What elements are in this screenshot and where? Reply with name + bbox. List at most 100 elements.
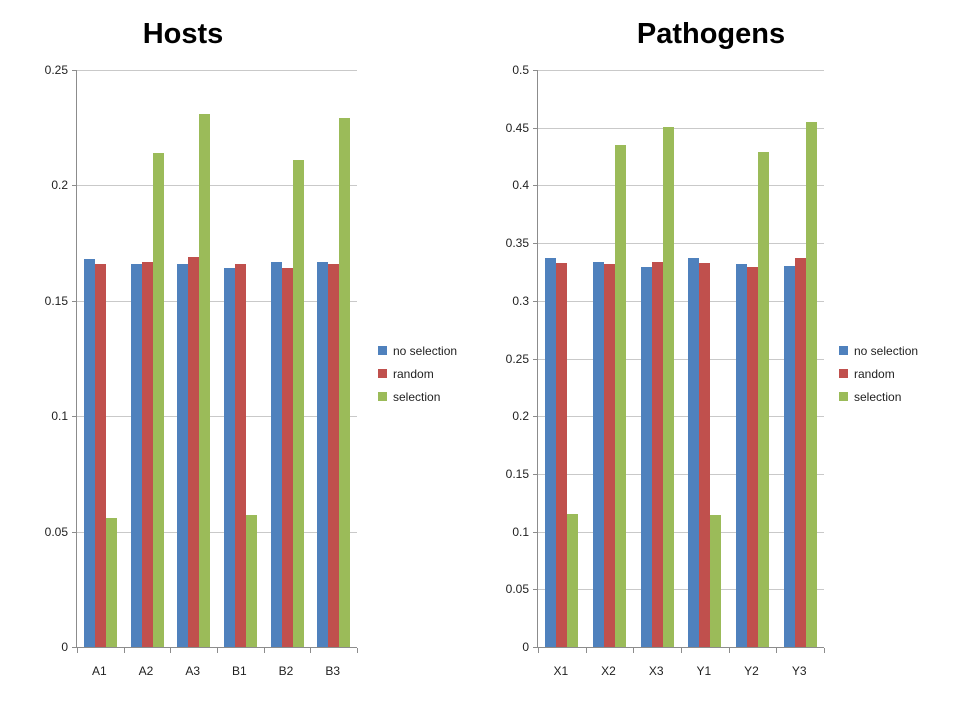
x-axis-label: B1 [231, 664, 247, 678]
legend-item-selection: selection [378, 389, 457, 404]
x-axis-tick [681, 648, 682, 653]
pathogens-chart: Pathogens no selection random selection 0 0… [506, 18, 918, 678]
legend-item-random: random [839, 366, 918, 381]
bar-selection-a3 [199, 114, 210, 647]
legend-label: random [393, 366, 434, 381]
y-axis-label: 0.4 [512, 178, 529, 193]
legend-swatch-no-selection [378, 346, 387, 355]
gridline [77, 185, 357, 187]
y-axis-label: 0.15 [505, 466, 529, 481]
legend-swatch-selection [839, 392, 848, 401]
gridline [538, 531, 824, 533]
x-axis-label: B2 [278, 664, 294, 678]
y-axis-tick [533, 300, 538, 302]
y-axis-tick [72, 531, 77, 533]
bar-random-y3 [795, 258, 806, 647]
bar-random-x1 [556, 263, 567, 647]
bar-no-selection-x1 [545, 258, 556, 647]
legend-label: selection [854, 389, 902, 404]
bar-selection-x2 [615, 145, 626, 647]
gridline [77, 70, 357, 71]
legend-item-random: random [378, 366, 457, 381]
x-axis-tick [586, 648, 587, 653]
y-axis-label: 0.1 [512, 524, 529, 539]
x-axis-label: Y1 [696, 664, 712, 678]
pathogens-chart-title: Pathogens [636, 18, 786, 50]
y-axis-tick [533, 185, 538, 187]
x-axis-label: X3 [648, 664, 664, 678]
x-axis-label: A2 [138, 664, 154, 678]
legend-item-selection: selection [839, 389, 918, 404]
y-axis-tick [533, 70, 538, 71]
x-axis-label: A1 [91, 664, 107, 678]
bar-no-selection-b1 [224, 268, 235, 647]
legend-label: selection [393, 389, 441, 404]
y-axis-label: 0.15 [44, 293, 68, 308]
x-axis-tick [264, 648, 265, 653]
y-axis-tick [533, 647, 538, 648]
legend-item-no-selection: no selection [839, 343, 919, 358]
y-axis-label: 0.35 [505, 236, 529, 251]
y-axis-label: 0.25 [505, 351, 529, 366]
bar-selection-a1 [106, 518, 117, 647]
y-axis-label: 0.2 [512, 409, 529, 424]
hosts-legend: no selection random selection [378, 344, 457, 413]
x-axis-tick [217, 648, 218, 653]
y-axis-tick [533, 416, 538, 418]
gridline [538, 589, 824, 591]
bar-no-selection-y1 [688, 258, 699, 647]
x-axis-tick [310, 648, 311, 653]
bar-selection-x3 [663, 127, 674, 647]
bar-selection-b3 [339, 118, 350, 647]
x-axis-tick [124, 648, 125, 653]
y-axis-label: 0 [61, 640, 68, 654]
bar-no-selection-a1 [84, 259, 95, 647]
hosts-chart: Hosts no selection random selection 0 0.05 0… [45, 18, 457, 678]
gridline [77, 531, 357, 533]
y-axis-label: 0.3 [512, 293, 529, 308]
y-axis-label: 0.25 [44, 63, 68, 77]
pathogens-plot-area [533, 70, 825, 653]
y-axis-tick [533, 531, 538, 533]
hosts-chart-title: Hosts [142, 18, 224, 50]
legend-label: no selection [393, 343, 458, 358]
bar-no-selection-b3 [317, 262, 328, 647]
y-axis-label: 0.45 [505, 120, 529, 135]
bar-no-selection-a3 [177, 264, 188, 647]
hosts-plot-area [72, 70, 358, 653]
bar-random-b2 [282, 268, 293, 647]
bar-no-selection-a2 [131, 264, 142, 647]
bar-random-a3 [188, 257, 199, 647]
gridline [538, 473, 824, 475]
bar-selection-b2 [293, 160, 304, 647]
bar-random-y2 [747, 267, 758, 647]
bar-random-a1 [95, 264, 106, 647]
x-axis-label: A3 [185, 664, 200, 678]
legend-label: no selection [854, 343, 919, 358]
y-axis-tick [533, 358, 538, 360]
bar-random-x3 [652, 262, 663, 647]
y-axis-tick [533, 473, 538, 475]
y-axis-label: 0.1 [51, 409, 68, 424]
y-axis-label: 0.05 [44, 524, 68, 539]
legend-label: random [854, 366, 895, 381]
pathogens-legend: no selection random selection [839, 344, 918, 413]
x-axis-tick [633, 648, 634, 653]
bar-random-b3 [328, 264, 339, 647]
bar-random-y1 [699, 263, 710, 647]
bar-no-selection-x3 [641, 267, 652, 647]
bar-selection-b1 [246, 515, 257, 647]
bar-no-selection-y2 [736, 264, 747, 647]
y-axis-tick [533, 127, 538, 129]
gridline [77, 300, 357, 302]
y-axis-tick [72, 416, 77, 418]
x-axis-tick [538, 648, 539, 653]
x-axis-label: Y3 [791, 664, 807, 678]
legend-swatch-selection [378, 392, 387, 401]
y-axis-label: 0.5 [512, 63, 529, 77]
legend-swatch-no-selection [839, 346, 848, 355]
y-axis-tick [533, 243, 538, 245]
gridline [538, 243, 824, 245]
bar-selection-a2 [153, 153, 164, 647]
